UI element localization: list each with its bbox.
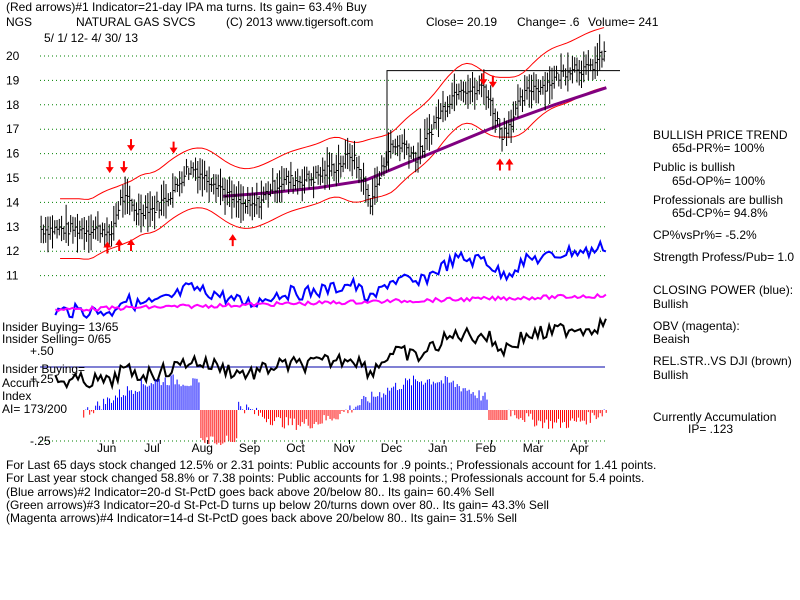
price-tick-label: 17	[6, 122, 20, 136]
price-tick-label: 16	[6, 147, 20, 161]
price-tick-label: 11	[6, 269, 19, 283]
minus-25-label: -.25	[30, 434, 51, 448]
month-tick-label: Aug	[192, 441, 213, 455]
date-range: 5/ 1/ 12- 4/ 30/ 13	[44, 31, 139, 45]
buy-arrow	[103, 241, 112, 254]
price-bars	[40, 34, 607, 253]
footer-line-5: (Magenta arrows)#4 Indicator=14-d St-Pct…	[6, 511, 517, 525]
ticker-symbol: NGS	[6, 15, 33, 29]
ip-value: IP= .123	[688, 422, 734, 436]
upper-band	[60, 27, 605, 200]
sell-arrow	[479, 73, 488, 86]
index-label: Index	[2, 389, 32, 403]
lower-band	[60, 86, 605, 260]
insider-selling-label: Insider Selling= 0/65	[2, 332, 112, 346]
public-title: Public is bullish	[653, 160, 736, 174]
month-tick-label: Oct	[286, 441, 305, 455]
op-value: 65d-OP%= 100%	[672, 174, 766, 188]
close-value: Close= 20.19	[426, 15, 498, 29]
price-tick-label: 19	[6, 73, 20, 87]
month-tick-label: Sep	[239, 441, 261, 455]
price-tick-label: 15	[6, 171, 20, 185]
obv-title: OBV (magenta):	[653, 319, 740, 333]
plus-25-label: +.25	[30, 372, 54, 386]
price-axis-labels: 11 12 13 14 15 16 17 18 19 20	[6, 49, 20, 283]
price-tick-label: 14	[6, 195, 20, 209]
price-tick-label: 18	[6, 98, 20, 112]
month-tick-label: Mar	[523, 441, 544, 455]
month-tick-label: Nov	[334, 441, 355, 455]
accum-label: Accum	[2, 376, 39, 390]
plus-50-label: +.50	[30, 344, 54, 358]
insider-buying-label-2: Insider Buying=	[2, 362, 86, 376]
buy-arrow	[127, 239, 136, 251]
month-tick-label: Jul	[144, 441, 159, 455]
footer-line-3: (Blue arrows)#2 Indicator=20-d St-PctD g…	[6, 485, 495, 499]
relative-strength-line	[54, 316, 607, 391]
month-tick-label: Dec	[381, 441, 402, 455]
buy-arrow	[115, 239, 124, 251]
volume-value: Volume= 241	[588, 15, 659, 29]
month-tick-label: Jun	[97, 441, 116, 455]
copyright-text: (C) 2013 www.tigersoft.com	[226, 15, 374, 29]
relstr-title: REL.STR..VS DJI (brown)	[653, 354, 792, 368]
company-name: NATURAL GAS SVCS	[76, 15, 196, 29]
trend-title: BULLISH PRICE TREND	[653, 128, 788, 142]
ai-label: AI= 173/200	[2, 402, 68, 416]
month-tick-label: Jan	[428, 441, 447, 455]
relstr-value: Bullish	[653, 368, 689, 382]
sell-arrow	[169, 141, 178, 154]
cp-value: 65d-CP%= 94.8%	[672, 206, 768, 220]
month-tick-label: Feb	[475, 441, 496, 455]
month-tick-label: Apr	[570, 441, 589, 455]
price-tick-label: 12	[6, 244, 20, 258]
closing-power-title: CLOSING POWER (blue):	[653, 283, 794, 297]
header-indicator-line: (Red arrows)#1 Indicator=21-day IPA ma t…	[6, 0, 367, 14]
strength-value: Strength Profess/Pub= 1.0	[653, 250, 795, 264]
month-axis-labels: Jun Jul Aug Sep Oct Nov Dec Jan Feb Mar Apr	[97, 440, 589, 455]
pr-value: 65d-PR%= 100%	[672, 141, 765, 155]
closing-power-value: Bullish	[653, 297, 689, 311]
pro-title: Professionals are bullish	[653, 193, 784, 207]
buy-arrow	[505, 158, 514, 171]
cpvspr-value: CP%vsPr%= -5.2%	[653, 228, 757, 242]
closing-power-line	[54, 239, 607, 320]
resistance-line	[386, 70, 620, 166]
signal-arrows	[103, 73, 514, 254]
price-bands	[60, 27, 607, 260]
obv-line	[54, 292, 607, 313]
buy-arrow	[228, 234, 237, 247]
buy-arrow	[495, 158, 504, 171]
footer-line-2: For Last year stock changed 58.8% or 7.3…	[6, 471, 645, 485]
sell-arrow	[488, 75, 497, 88]
moving-average-line	[223, 86, 607, 198]
indicator-lines	[54, 239, 607, 391]
sell-arrow	[105, 161, 114, 174]
footer-line-1: For Last 65 days stock changed 12.5% or …	[6, 458, 657, 472]
price-tick-label: 13	[6, 220, 20, 234]
change-value: Change= .6	[517, 15, 580, 29]
sell-arrow	[119, 161, 128, 174]
insider-buying-label: Insider Buying= 13/65	[2, 320, 119, 334]
obv-value: Beaish	[653, 332, 690, 346]
sell-arrow	[127, 139, 136, 152]
accumulation-index-bars	[83, 374, 607, 445]
accum-title: Currently Accumulation	[653, 410, 777, 424]
price-tick-label: 20	[6, 49, 20, 63]
footer-line-4: (Green arrows)#3 Indicator=20-d St-Pct-D…	[6, 498, 549, 512]
